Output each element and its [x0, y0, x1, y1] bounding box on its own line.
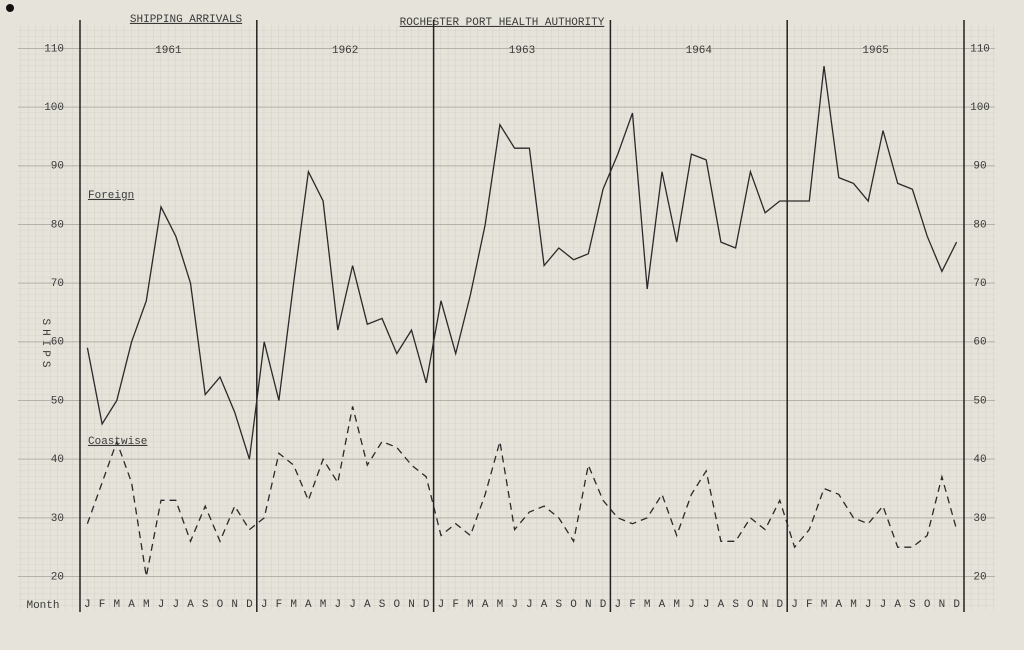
- x-tick-label: N: [231, 599, 238, 611]
- x-tick-label: J: [511, 599, 518, 611]
- x-tick-label: M: [467, 599, 474, 611]
- x-axis-label: Month: [26, 600, 59, 612]
- x-tick-label: M: [320, 599, 327, 611]
- x-tick-label: J: [349, 599, 356, 611]
- x-tick-label: J: [703, 599, 710, 611]
- series-line: [86, 66, 958, 460]
- y-tick-label-right: 80: [973, 219, 986, 231]
- x-tick-label: J: [614, 599, 621, 611]
- y-tick-label: 60: [51, 337, 64, 349]
- y-tick-label-right: 20: [973, 571, 986, 583]
- series-line: [86, 406, 958, 577]
- y-tick-label-right: 50: [973, 395, 986, 407]
- x-tick-label: M: [644, 599, 651, 611]
- x-tick-label: J: [688, 599, 695, 611]
- x-tick-label: D: [600, 599, 607, 611]
- x-tick-label: N: [939, 599, 946, 611]
- x-tick-label: O: [924, 599, 931, 611]
- y-tick-label: 40: [51, 454, 64, 466]
- x-tick-label: O: [747, 599, 754, 611]
- x-tick-label: D: [423, 599, 430, 611]
- x-tick-label: S: [379, 599, 386, 611]
- legend-label: Coastwise: [88, 436, 147, 448]
- x-tick-label: J: [880, 599, 887, 611]
- y-tick-label: 70: [51, 278, 64, 290]
- y-tick-label: 110: [44, 43, 64, 55]
- year-label: 1962: [332, 45, 358, 57]
- x-tick-label: A: [305, 599, 312, 611]
- x-tick-label: M: [850, 599, 857, 611]
- x-tick-label: F: [452, 599, 459, 611]
- x-tick-label: O: [570, 599, 577, 611]
- year-label: 1965: [862, 45, 888, 57]
- y-tick-label-right: 100: [970, 102, 990, 114]
- chart-subtitle: ROCHESTER PORT HEALTH AUTHORITY: [400, 17, 605, 29]
- x-tick-label: O: [217, 599, 224, 611]
- x-tick-label: J: [261, 599, 268, 611]
- y-tick-label-right: 40: [973, 454, 986, 466]
- x-tick-label: M: [143, 599, 150, 611]
- x-tick-label: F: [629, 599, 636, 611]
- x-tick-label: M: [114, 599, 121, 611]
- x-tick-label: J: [526, 599, 533, 611]
- y-tick-label-right: 90: [973, 161, 986, 173]
- y-axis-label: SHIPS: [39, 318, 51, 371]
- x-tick-label: A: [659, 599, 666, 611]
- chart-title: SHIPPING ARRIVALS: [130, 14, 243, 26]
- x-tick-label: M: [673, 599, 680, 611]
- year-label: 1963: [509, 45, 535, 57]
- y-tick-label: 30: [51, 513, 64, 525]
- x-tick-label: M: [821, 599, 828, 611]
- y-tick-label-right: 70: [973, 278, 986, 290]
- x-tick-label: D: [953, 599, 960, 611]
- x-tick-label: A: [364, 599, 371, 611]
- x-tick-label: J: [158, 599, 165, 611]
- x-tick-label: N: [762, 599, 769, 611]
- x-tick-label: A: [541, 599, 548, 611]
- year-label: 1961: [155, 45, 182, 57]
- x-tick-label: N: [585, 599, 592, 611]
- y-tick-label: 20: [51, 571, 64, 583]
- x-tick-label: F: [806, 599, 813, 611]
- x-tick-label: F: [99, 599, 106, 611]
- x-tick-label: J: [865, 599, 872, 611]
- y-tick-label-right: 110: [970, 43, 990, 55]
- x-tick-label: A: [128, 599, 135, 611]
- x-tick-label: D: [777, 599, 784, 611]
- x-tick-label: A: [187, 599, 194, 611]
- x-tick-label: A: [718, 599, 725, 611]
- x-tick-label: S: [556, 599, 563, 611]
- x-tick-label: A: [482, 599, 489, 611]
- x-tick-label: N: [408, 599, 415, 611]
- year-label: 1964: [686, 45, 713, 57]
- x-tick-label: S: [732, 599, 739, 611]
- y-tick-label: 100: [44, 102, 64, 114]
- x-tick-label: J: [84, 599, 91, 611]
- y-tick-label-right: 60: [973, 337, 986, 349]
- x-tick-label: A: [835, 599, 842, 611]
- x-tick-label: F: [276, 599, 283, 611]
- x-tick-label: J: [172, 599, 179, 611]
- x-tick-label: J: [438, 599, 445, 611]
- y-tick-label-right: 30: [973, 513, 986, 525]
- x-tick-label: J: [335, 599, 342, 611]
- x-tick-label: D: [246, 599, 253, 611]
- punch-hole: [6, 4, 14, 12]
- x-tick-label: M: [497, 599, 504, 611]
- x-tick-label: A: [894, 599, 901, 611]
- x-tick-label: S: [909, 599, 916, 611]
- x-tick-label: J: [791, 599, 798, 611]
- y-tick-label: 90: [51, 161, 64, 173]
- y-tick-label: 50: [51, 395, 64, 407]
- x-tick-label: M: [290, 599, 297, 611]
- y-tick-label: 80: [51, 219, 64, 231]
- legend-label: Foreign: [88, 190, 134, 202]
- x-tick-label: O: [393, 599, 400, 611]
- graph-paper: [18, 25, 995, 610]
- x-tick-label: S: [202, 599, 209, 611]
